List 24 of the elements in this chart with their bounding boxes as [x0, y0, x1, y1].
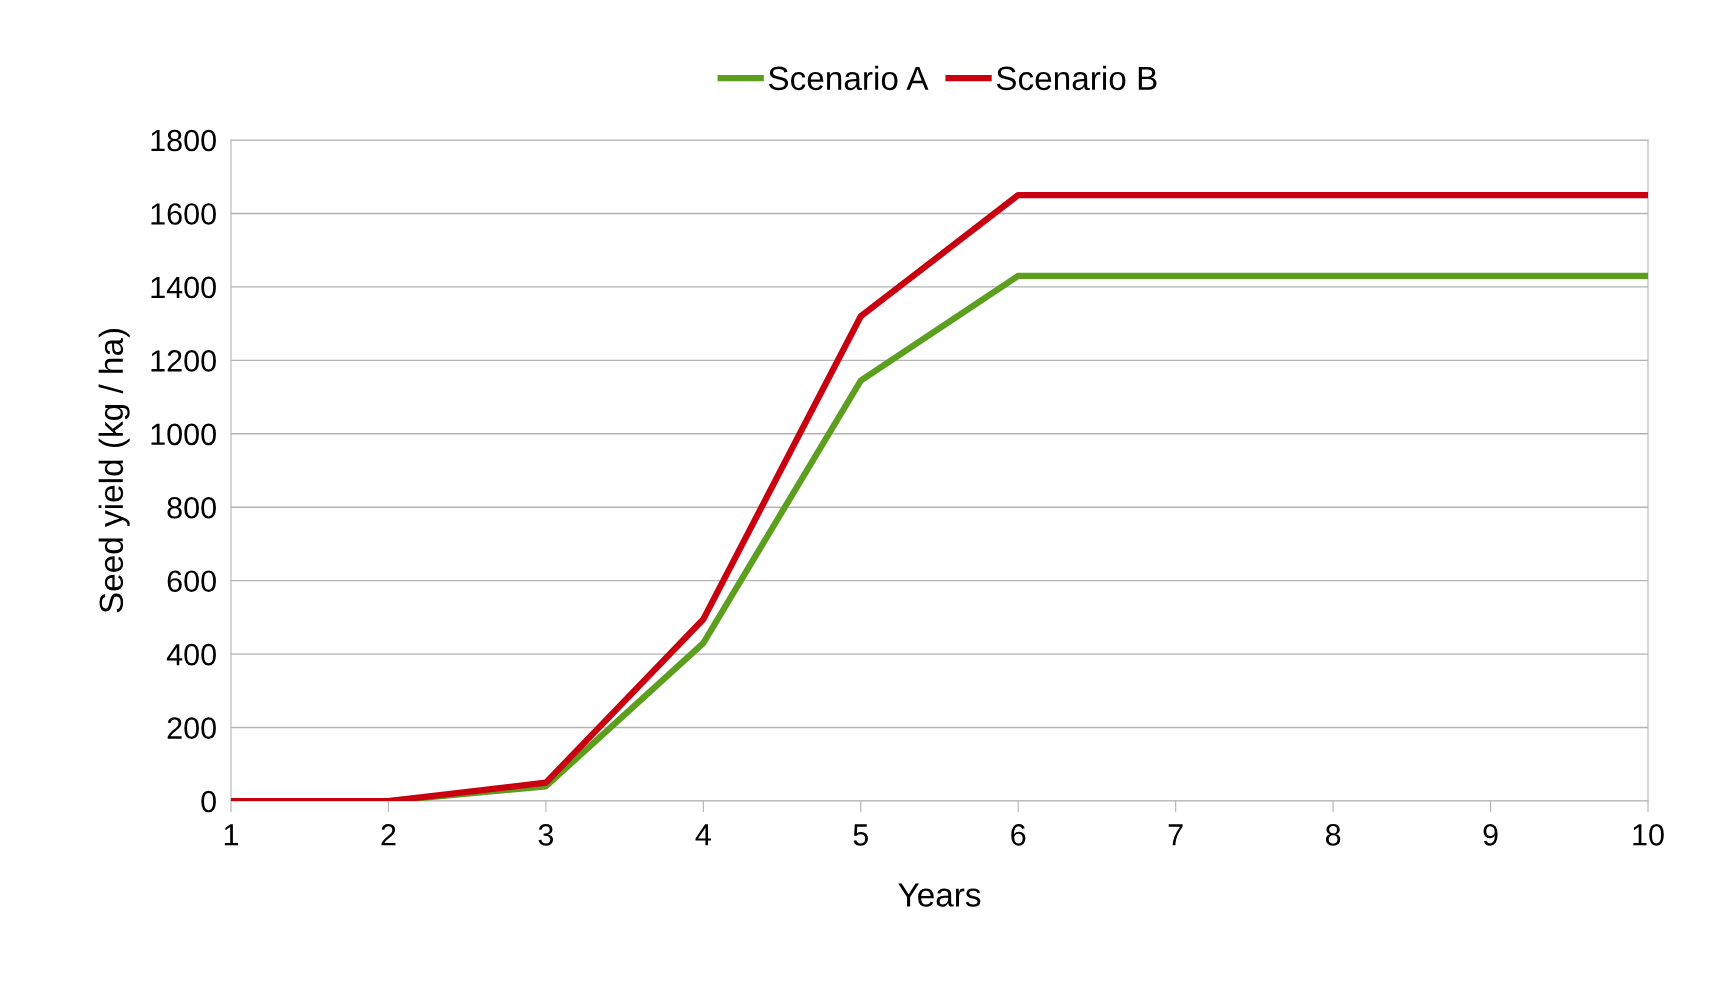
x-tick-label: 9: [1483, 824, 1498, 846]
x-tick-label: 2: [381, 824, 396, 846]
x-tick-label: 5: [853, 824, 868, 846]
y-tick-label: 1200: [151, 350, 216, 372]
legend-label: Scenario B: [996, 65, 1157, 91]
x-tick-label: 8: [1325, 824, 1341, 846]
x-axis-title: Years: [898, 883, 981, 907]
x-tick-label: 3: [538, 824, 554, 846]
y-tick-label: 0: [201, 790, 216, 813]
x-tick-label: 10: [1633, 824, 1664, 846]
y-tick-label: 800: [167, 496, 216, 519]
x-tick-label: 1: [224, 824, 239, 846]
x-tick-label: 4: [695, 824, 711, 846]
x-tick-label: 6: [1011, 824, 1026, 846]
y-axis-title: Seed yield (kg / ha): [98, 328, 130, 613]
y-tick-label: 1800: [151, 129, 216, 152]
y-tick-label: 600: [167, 570, 216, 593]
y-tick-label: 1400: [151, 276, 216, 299]
y-tick-label: 400: [166, 643, 216, 666]
y-tick-label: 200: [167, 717, 216, 739]
y-tick-label: 1600: [151, 203, 216, 225]
y-tick-label: 1000: [151, 423, 216, 446]
x-tick-label: 7: [1168, 824, 1183, 846]
legend-label: Scenario A: [768, 65, 929, 91]
